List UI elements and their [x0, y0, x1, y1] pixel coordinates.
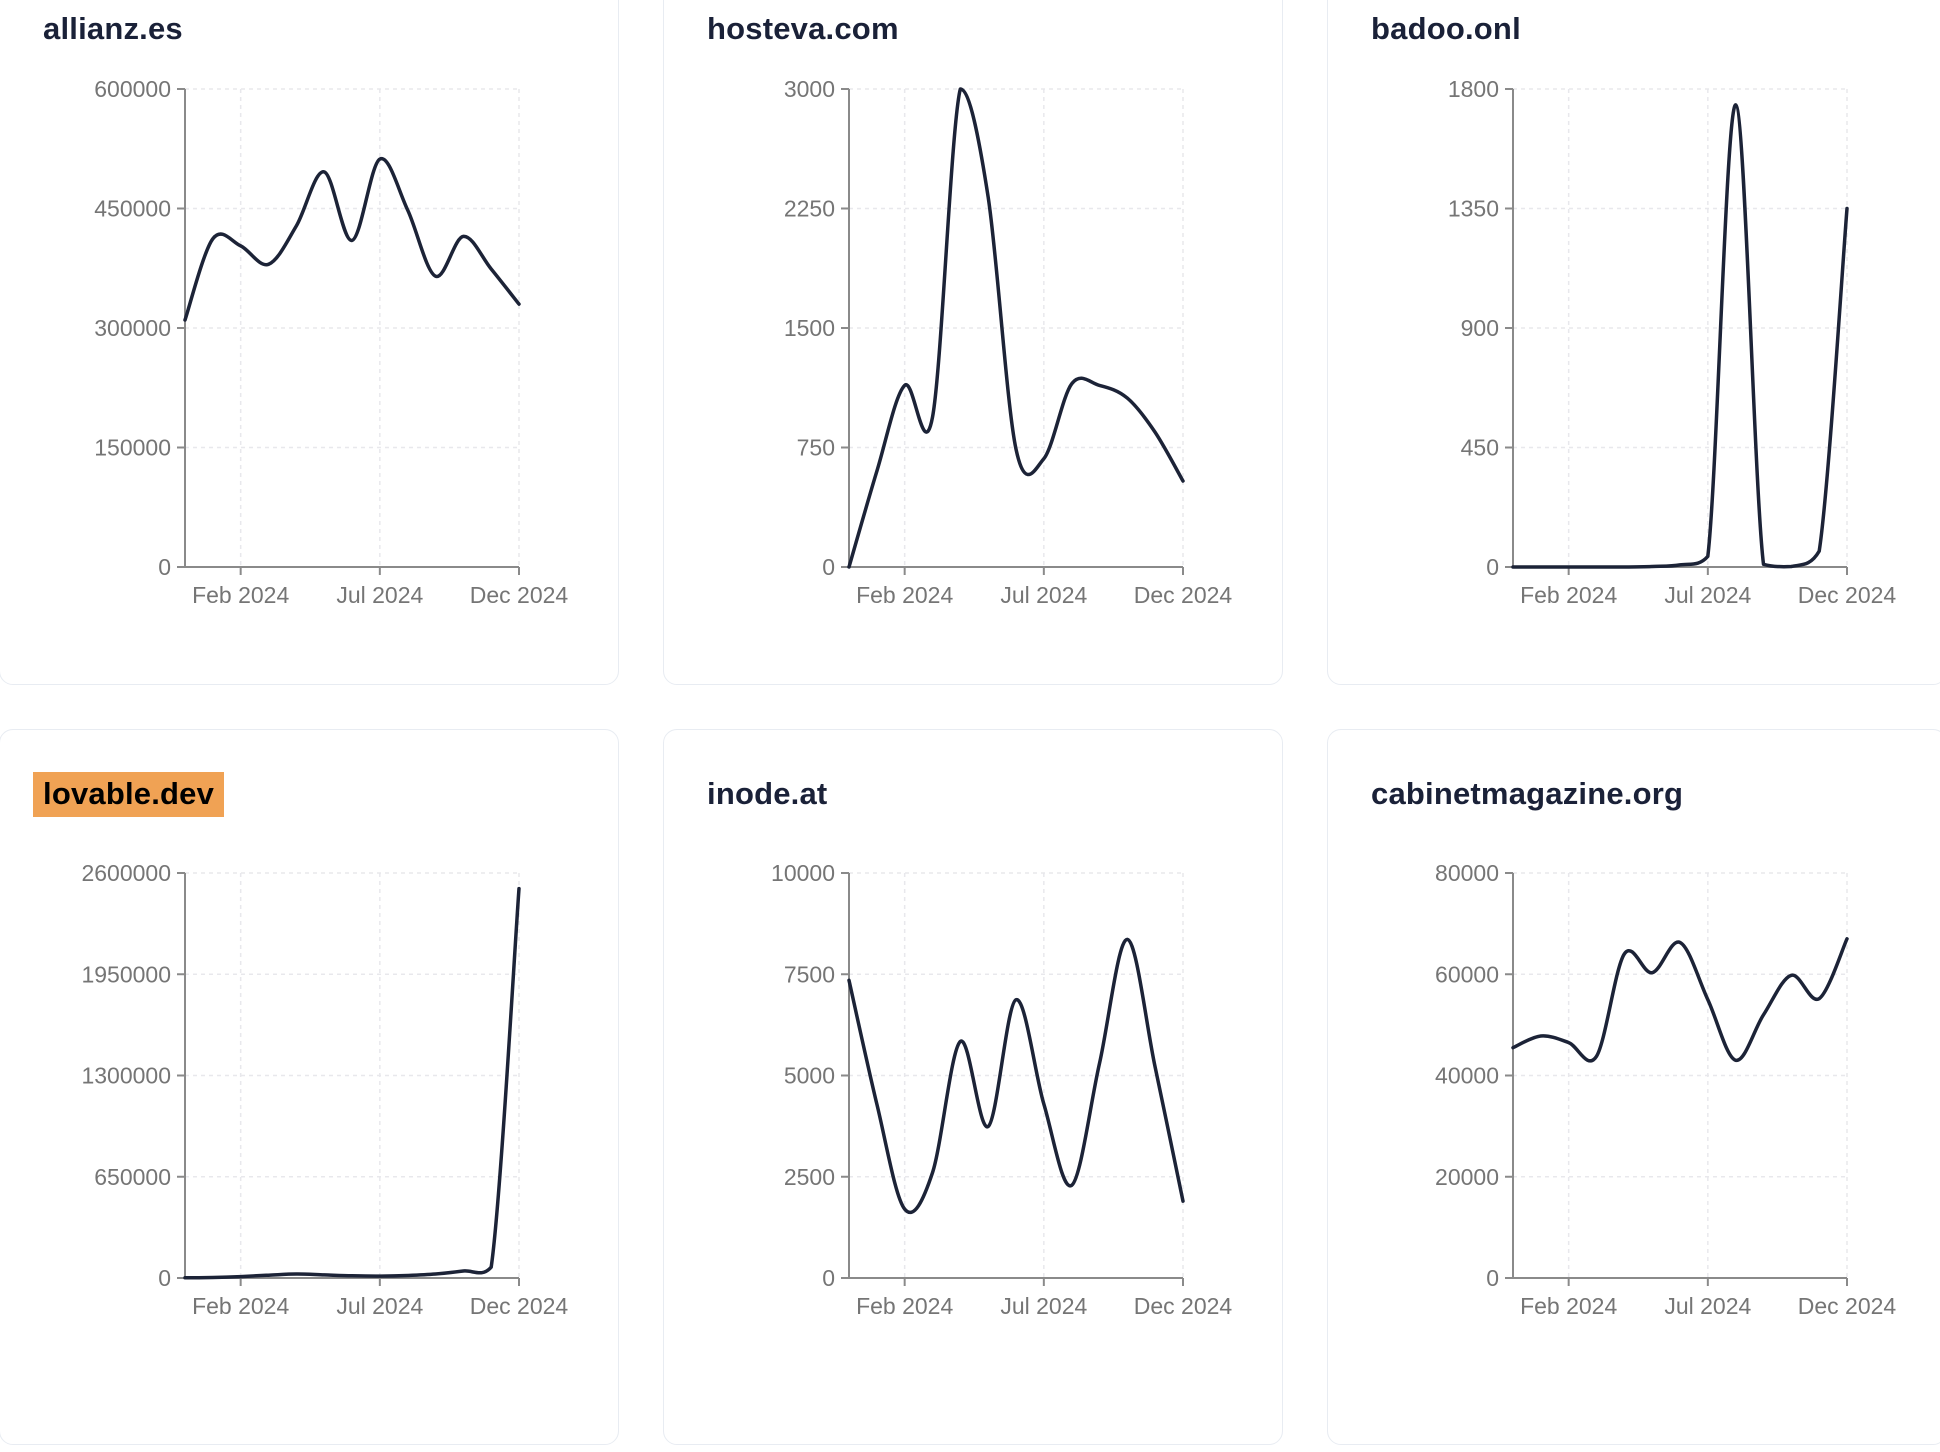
svg-text:650000: 650000 — [94, 1164, 171, 1190]
svg-text:450: 450 — [1461, 435, 1499, 461]
chart-card-allianz-es: allianz.es 0 150000 300000 450000 600000 Feb … — [0, 0, 619, 685]
chart-title-text: badoo.onl — [1371, 11, 1521, 46]
svg-text:60000: 60000 — [1435, 961, 1499, 987]
svg-text:2250: 2250 — [784, 196, 835, 222]
chart-title-text: inode.at — [707, 776, 828, 811]
svg-text:7500: 7500 — [784, 961, 835, 987]
svg-text:Dec 2024: Dec 2024 — [470, 1293, 569, 1319]
svg-text:Dec 2024: Dec 2024 — [1134, 582, 1233, 608]
chart-title: allianz.es — [43, 11, 183, 47]
chart-card-lovable-dev: lovable.dev 0 650000 1300000 1950000 2600000… — [0, 729, 619, 1445]
svg-text:Feb 2024: Feb 2024 — [1520, 582, 1617, 608]
chart-title-text: hosteva.com — [707, 11, 899, 46]
line-chart: 0 150000 300000 450000 600000 Feb 2024 Jul 202… — [94, 76, 569, 608]
svg-text:150000: 150000 — [94, 435, 171, 461]
svg-text:Jul 2024: Jul 2024 — [1664, 582, 1751, 608]
svg-text:0: 0 — [1486, 1265, 1499, 1291]
svg-text:Feb 2024: Feb 2024 — [192, 1293, 289, 1319]
svg-text:600000: 600000 — [94, 76, 171, 102]
svg-text:300000: 300000 — [94, 315, 171, 341]
svg-text:Dec 2024: Dec 2024 — [1134, 1293, 1233, 1319]
chart-title-text: cabinetmagazine.org — [1371, 776, 1684, 811]
svg-text:450000: 450000 — [94, 196, 171, 222]
line-chart: 0 2500 5000 7500 10000 Feb 2024 Jul 2024 Dec 20… — [771, 860, 1233, 1319]
svg-text:20000: 20000 — [1435, 1164, 1499, 1190]
svg-text:0: 0 — [822, 1265, 835, 1291]
line-chart: 0 20000 40000 60000 80000 Feb 2024 Jul 2024 Dec… — [1435, 860, 1897, 1319]
svg-text:1950000: 1950000 — [81, 961, 171, 987]
line-chart: 0 650000 1300000 1950000 2600000 Feb 2024 Jul … — [81, 860, 569, 1319]
svg-text:Feb 2024: Feb 2024 — [856, 1293, 953, 1319]
line-chart: 0 750 1500 2250 3000 Feb 2024 Jul 2024 Dec 2024 — [784, 76, 1233, 608]
line-chart: 0 450 900 1350 1800 Feb 2024 Jul 2024 Dec 2024 — [1448, 76, 1897, 608]
svg-text:Dec 2024: Dec 2024 — [1798, 582, 1897, 608]
svg-text:Feb 2024: Feb 2024 — [192, 582, 289, 608]
svg-text:1300000: 1300000 — [81, 1063, 171, 1089]
svg-text:0: 0 — [158, 1265, 171, 1291]
chart-card-cabinetmagazine-org: cabinetmagazine.org 0 20000 40000 60000 8000… — [1327, 729, 1940, 1445]
svg-text:Jul 2024: Jul 2024 — [1000, 1293, 1087, 1319]
chart-title-highlight: lovable.dev — [33, 772, 225, 817]
svg-text:2600000: 2600000 — [81, 860, 171, 886]
svg-text:Feb 2024: Feb 2024 — [1520, 1293, 1617, 1319]
svg-text:Feb 2024: Feb 2024 — [856, 582, 953, 608]
chart-title: inode.at — [707, 776, 827, 812]
svg-text:750: 750 — [797, 435, 835, 461]
svg-text:Dec 2024: Dec 2024 — [470, 582, 569, 608]
svg-text:0: 0 — [1486, 554, 1499, 580]
svg-text:900: 900 — [1461, 315, 1499, 341]
chart-card-badoo-onl: badoo.onl 0 450 900 1350 1800 Feb 2024 Jul 202… — [1327, 0, 1940, 685]
svg-text:0: 0 — [158, 554, 171, 580]
svg-text:Jul 2024: Jul 2024 — [336, 1293, 423, 1319]
chart-title: lovable.dev — [33, 772, 225, 817]
chart-title: badoo.onl — [1371, 11, 1521, 47]
svg-text:40000: 40000 — [1435, 1063, 1499, 1089]
svg-text:3000: 3000 — [784, 76, 835, 102]
chart-card-inode-at: inode.at 0 2500 5000 7500 10000 Feb 2024 Jul 2… — [663, 729, 1283, 1445]
svg-text:1800: 1800 — [1448, 76, 1499, 102]
svg-text:Jul 2024: Jul 2024 — [336, 582, 423, 608]
svg-text:10000: 10000 — [771, 860, 835, 886]
svg-text:0: 0 — [822, 554, 835, 580]
svg-text:Jul 2024: Jul 2024 — [1664, 1293, 1751, 1319]
chart-card-hosteva-com: hosteva.com 0 750 1500 2250 3000 Feb 2024 Jul … — [663, 0, 1283, 685]
chart-title: cabinetmagazine.org — [1371, 776, 1683, 812]
svg-text:2500: 2500 — [784, 1164, 835, 1190]
chart-title: hosteva.com — [707, 11, 899, 47]
svg-text:Dec 2024: Dec 2024 — [1798, 1293, 1897, 1319]
svg-text:Jul 2024: Jul 2024 — [1000, 582, 1087, 608]
svg-text:1500: 1500 — [784, 315, 835, 341]
svg-text:5000: 5000 — [784, 1063, 835, 1089]
svg-text:1350: 1350 — [1448, 196, 1499, 222]
svg-text:80000: 80000 — [1435, 860, 1499, 886]
chart-title-text: allianz.es — [43, 11, 183, 46]
